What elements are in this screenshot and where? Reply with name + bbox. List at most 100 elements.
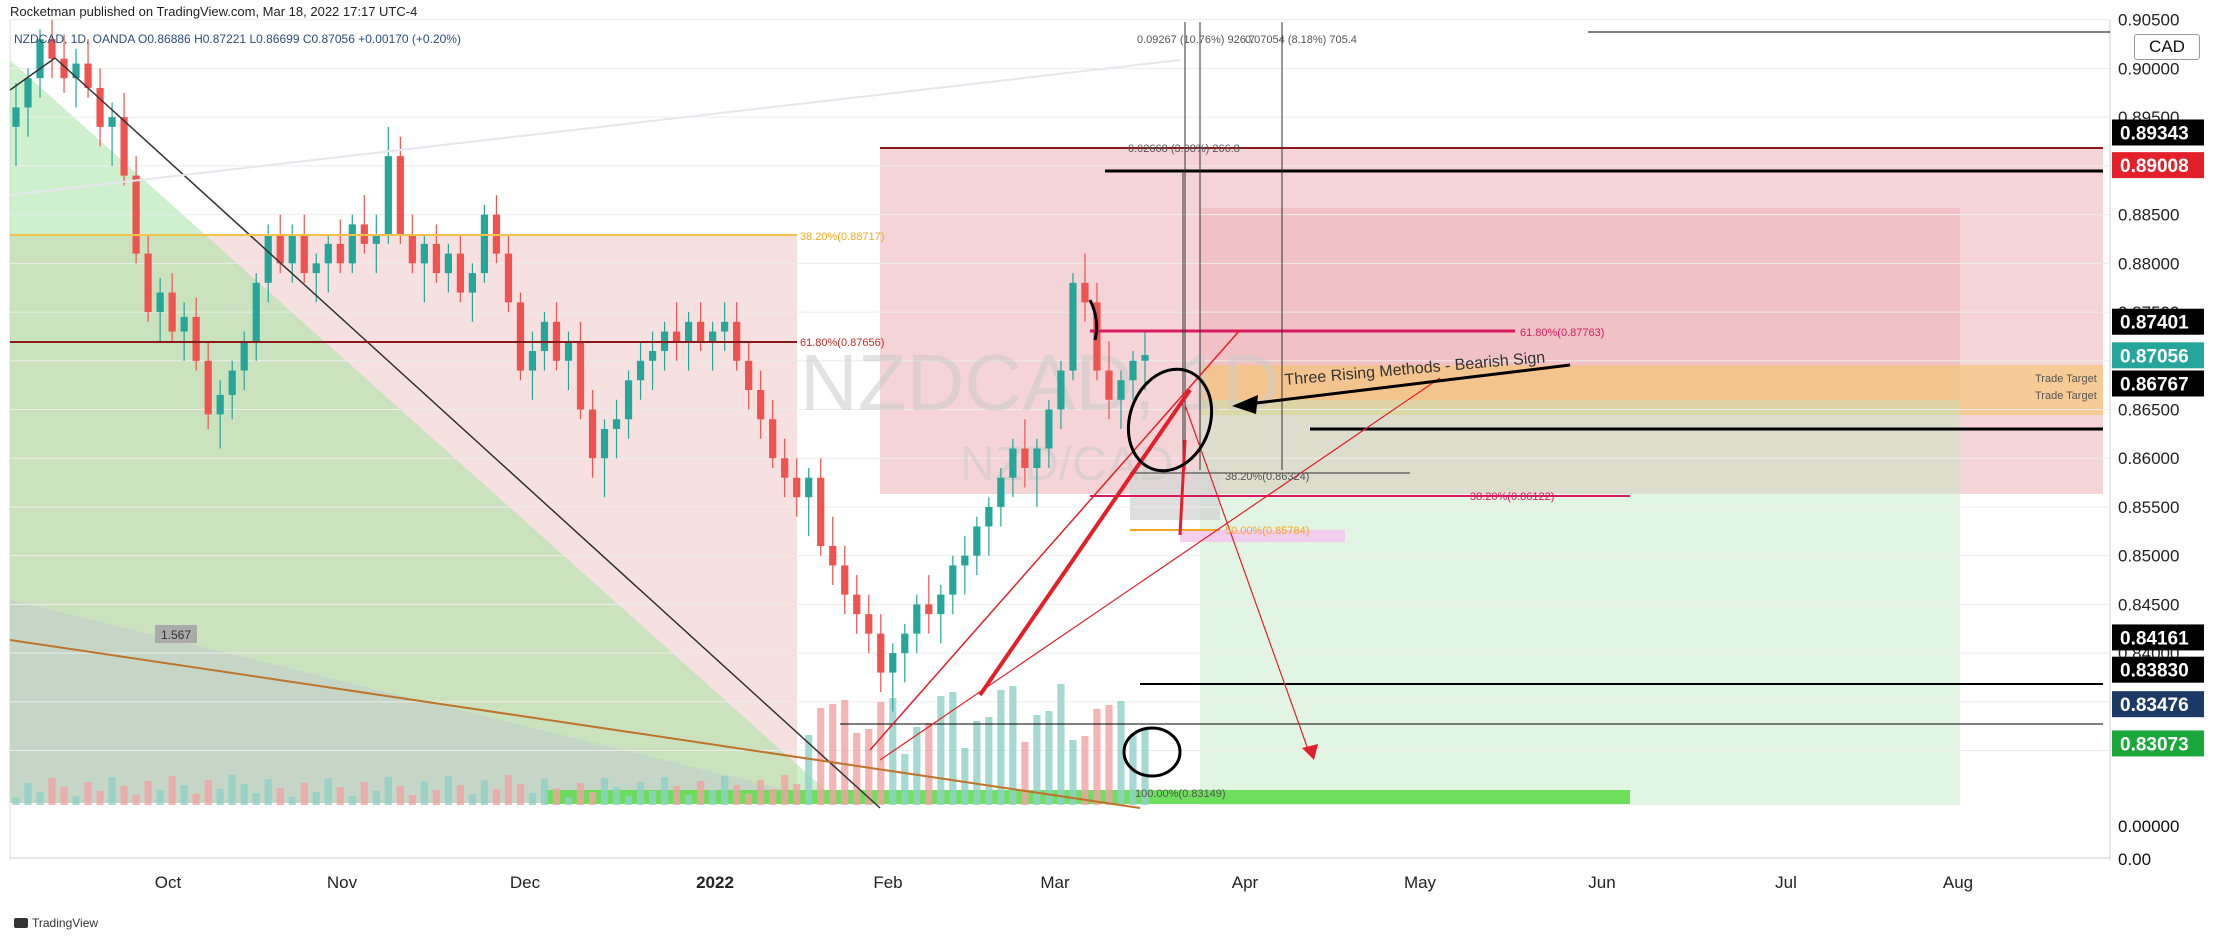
volume-bar bbox=[132, 795, 140, 805]
volume-bar bbox=[36, 792, 44, 805]
candle-body bbox=[1129, 360, 1137, 381]
x-tick-label: Jul bbox=[1775, 873, 1797, 892]
y-tick-label: 0.86500 bbox=[2118, 401, 2179, 420]
annotation-measure-3: 0.07054 (8.18%) 705.4 bbox=[1245, 34, 1357, 46]
y-tick-label: 0.85000 bbox=[2118, 547, 2179, 566]
candle-body bbox=[228, 370, 236, 395]
volume-bar bbox=[228, 775, 236, 805]
volume-axis-1: 0.00 bbox=[2118, 850, 2151, 869]
volume-bar bbox=[1033, 715, 1041, 805]
candle-body bbox=[901, 633, 909, 654]
badge-1567: 1.567 bbox=[161, 628, 191, 642]
volume-bar bbox=[588, 792, 597, 805]
candle-body bbox=[372, 234, 380, 244]
volume-bar bbox=[985, 717, 993, 805]
zone-pink bbox=[1180, 530, 1345, 542]
candle-body bbox=[156, 292, 164, 313]
x-tick-label: Feb bbox=[873, 873, 902, 892]
footer-brand[interactable]: TradingView bbox=[14, 916, 98, 930]
volume-bar bbox=[1093, 709, 1101, 805]
volume-axis-0: 0.00000 bbox=[2118, 817, 2179, 836]
candle-body bbox=[865, 614, 873, 634]
volume-bar bbox=[456, 785, 464, 805]
volume-bar bbox=[324, 778, 332, 805]
currency-button[interactable]: CAD bbox=[2134, 34, 2200, 60]
volume-bar bbox=[1069, 740, 1077, 805]
volume-bar bbox=[492, 789, 501, 805]
candle-body bbox=[985, 506, 993, 527]
candle-body bbox=[24, 78, 32, 108]
candle-body bbox=[769, 419, 777, 459]
y-tick-label: 0.88000 bbox=[2118, 254, 2179, 273]
volume-bar bbox=[144, 781, 152, 805]
badge-1567-bg bbox=[155, 625, 197, 643]
zone-orange-target bbox=[1200, 365, 2103, 415]
candle-body bbox=[408, 234, 416, 264]
candle-body bbox=[1045, 409, 1053, 449]
volume-bar bbox=[697, 781, 705, 805]
volume-bar bbox=[96, 791, 104, 805]
volume-bar bbox=[805, 735, 813, 805]
candle-body bbox=[961, 555, 969, 566]
volume-bar bbox=[552, 788, 561, 805]
faint-line bbox=[9, 59, 1181, 196]
candle-body bbox=[132, 175, 140, 254]
candle-body bbox=[913, 604, 921, 634]
time-axis[interactable]: Oct Nov Dec 2022 Feb Mar Apr May Jun Jul Aug bbox=[155, 873, 1973, 892]
y-tick-label: 0.84500 bbox=[2118, 595, 2179, 614]
candle-body bbox=[1141, 354, 1149, 361]
volume-bar bbox=[264, 779, 272, 805]
candle-body bbox=[192, 316, 200, 361]
volume-bar bbox=[288, 797, 296, 805]
price-label-bg bbox=[2112, 342, 2204, 369]
volume-bar bbox=[168, 776, 176, 805]
price-label: 0.86767 bbox=[2120, 374, 2189, 395]
volume-bar bbox=[48, 778, 56, 805]
candle-body bbox=[72, 63, 80, 79]
volume-bar bbox=[937, 696, 945, 805]
candle-body bbox=[120, 117, 128, 176]
annotation-measure-2: 0.09267 (10.76%) 926.7 bbox=[1137, 34, 1255, 46]
volume-bar bbox=[252, 793, 260, 805]
y-tick-label: 0.90000 bbox=[2118, 59, 2179, 78]
candle-body bbox=[1081, 282, 1089, 303]
candle-body bbox=[396, 156, 404, 235]
volume-bar bbox=[24, 783, 32, 805]
volume-bar bbox=[684, 795, 693, 805]
volume-bar bbox=[360, 782, 368, 805]
volume-bar bbox=[204, 780, 212, 805]
annotation-fib-382-gray: 38.20%(0.86324) bbox=[1225, 471, 1309, 483]
volume-bar bbox=[829, 704, 837, 805]
volume-bar bbox=[516, 784, 525, 805]
x-tick-label: Apr bbox=[1232, 873, 1259, 892]
candle-body bbox=[48, 39, 56, 59]
price-label-bg bbox=[2112, 370, 2204, 397]
annotation-fib-618-right: 61.80%(0.87763) bbox=[1520, 327, 1604, 339]
annotation-measure-1: 0.02668 (3.08%) 266.8 bbox=[1128, 143, 1240, 155]
annotation-trade-target-2: Trade Target bbox=[2035, 390, 2097, 402]
volume-bar bbox=[240, 784, 248, 805]
candle-body bbox=[841, 565, 849, 595]
black-arrow-head bbox=[1232, 395, 1258, 414]
candle-body bbox=[336, 243, 344, 264]
volume-bar bbox=[781, 775, 789, 805]
circle-volume bbox=[1122, 726, 1182, 778]
volume-bar bbox=[853, 733, 861, 805]
volume-bar bbox=[961, 748, 969, 805]
annotation-fib-618-left: 61.80%(0.87656) bbox=[800, 337, 884, 349]
volume-bar bbox=[612, 787, 621, 805]
candle-body bbox=[1069, 282, 1077, 371]
volume-bar bbox=[672, 786, 681, 805]
drawings bbox=[9, 22, 2110, 809]
candle-body bbox=[709, 331, 717, 342]
price-label-bg bbox=[2112, 119, 2204, 146]
volume-bar bbox=[156, 790, 164, 805]
volume-bar bbox=[480, 780, 489, 805]
volume-bar bbox=[564, 797, 573, 805]
volume-bar bbox=[72, 796, 80, 805]
candle-body bbox=[576, 341, 585, 410]
x-tick-label: Mar bbox=[1040, 873, 1070, 892]
volume-bar bbox=[600, 778, 609, 805]
candle-body bbox=[793, 477, 801, 498]
